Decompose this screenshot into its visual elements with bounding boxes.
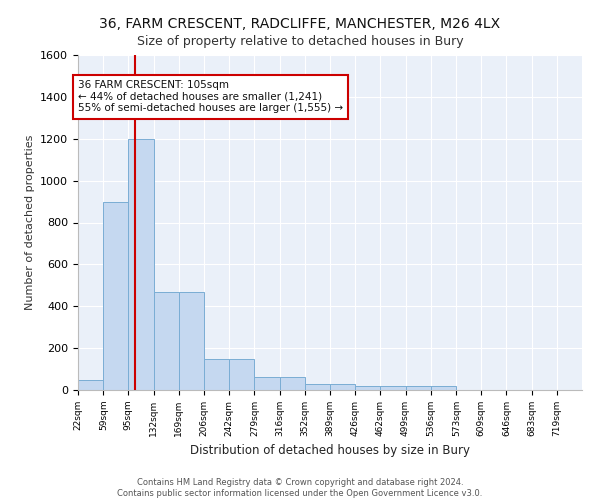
Bar	[280, 378, 305, 390]
X-axis label: Distribution of detached houses by size in Bury: Distribution of detached houses by size …	[190, 444, 470, 458]
Bar	[103, 202, 128, 390]
Bar	[179, 292, 205, 390]
Text: Contains HM Land Registry data © Crown copyright and database right 2024.
Contai: Contains HM Land Registry data © Crown c…	[118, 478, 482, 498]
Bar	[431, 386, 457, 390]
Bar	[205, 358, 229, 390]
Bar	[254, 378, 280, 390]
Y-axis label: Number of detached properties: Number of detached properties	[25, 135, 35, 310]
Bar	[128, 138, 154, 390]
Bar	[305, 384, 330, 390]
Bar	[154, 292, 179, 390]
Text: Size of property relative to detached houses in Bury: Size of property relative to detached ho…	[137, 35, 463, 48]
Bar	[330, 384, 355, 390]
Text: 36, FARM CRESCENT, RADCLIFFE, MANCHESTER, M26 4LX: 36, FARM CRESCENT, RADCLIFFE, MANCHESTER…	[100, 18, 500, 32]
Bar	[406, 386, 431, 390]
Bar	[355, 386, 380, 390]
Bar	[380, 386, 406, 390]
Text: 36 FARM CRESCENT: 105sqm
← 44% of detached houses are smaller (1,241)
55% of sem: 36 FARM CRESCENT: 105sqm ← 44% of detach…	[78, 80, 343, 114]
Bar	[78, 380, 103, 390]
Bar	[229, 358, 254, 390]
